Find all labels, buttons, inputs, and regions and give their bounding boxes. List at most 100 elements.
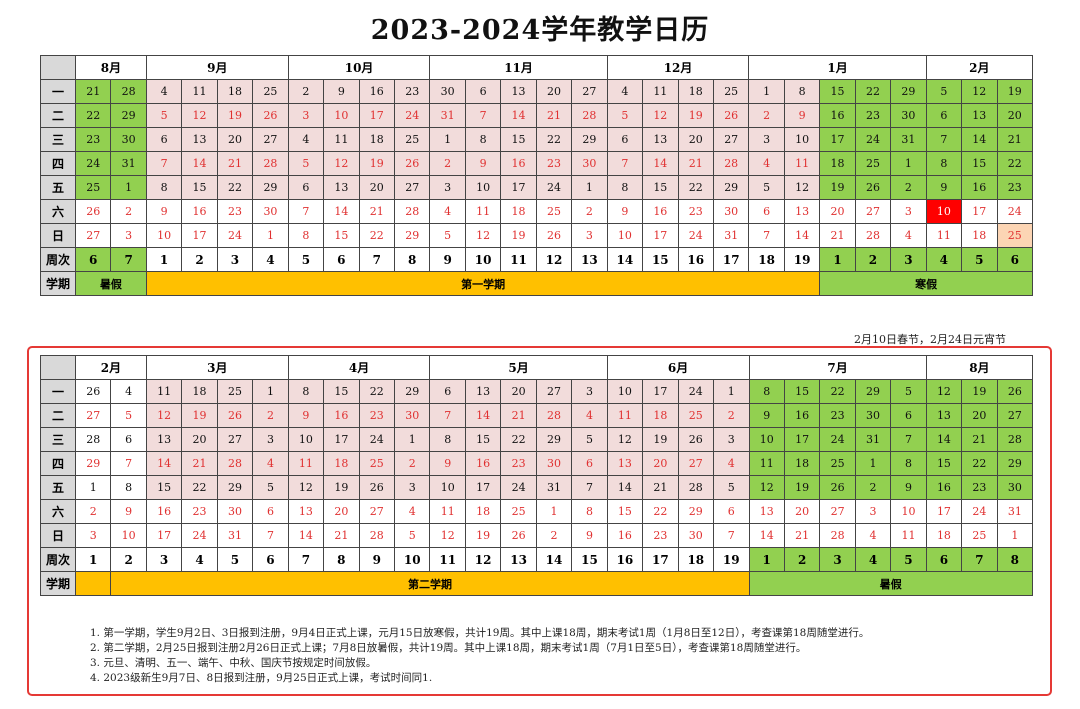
day-cell: 8 <box>145 175 183 200</box>
day-cell: 13 <box>145 427 183 452</box>
day-cell: 20 <box>323 499 360 524</box>
day-cell: 19 <box>996 79 1033 104</box>
week-number-cell: 1 <box>748 547 785 572</box>
day-cell: 26 <box>535 223 573 248</box>
day-cell: 19 <box>642 427 679 452</box>
week-number-cell: 16 <box>677 247 714 272</box>
day-cell: 7 <box>110 451 147 476</box>
day-cell: 23 <box>996 175 1033 200</box>
day-cell: 20 <box>181 427 218 452</box>
day-cell: 7 <box>287 199 325 224</box>
week-number-cell: 18 <box>748 247 785 272</box>
day-cell: 2 <box>74 499 112 524</box>
day-cell: 28 <box>110 79 147 104</box>
weekday-row: 四 24 31 7 14 21 28 5 12 19 26 2 9 16 23 30 7 14 21 28 4 11 18 2… <box>40 151 1033 176</box>
day-cell: 12 <box>606 427 644 452</box>
day-cell: 1 <box>854 451 892 476</box>
day-cell: 21 <box>819 223 856 248</box>
day-cell: 9 <box>925 175 963 200</box>
day-cell: 19 <box>323 475 360 500</box>
day-cell: 30 <box>429 79 466 104</box>
day-cell: 21 <box>642 475 679 500</box>
day-cell: 17 <box>961 199 998 224</box>
day-cell: 4 <box>145 79 183 104</box>
week-number-cell: 6 <box>996 247 1033 272</box>
day-cell: 1 <box>252 223 289 248</box>
week-number-cell: 10 <box>464 247 502 272</box>
day-cell: 5 <box>429 223 466 248</box>
week-number-cell: 7 <box>358 247 396 272</box>
term-row: 学期 第二学期 暑假 <box>40 571 1034 596</box>
month-header: 7月 <box>748 355 927 380</box>
week-number-cell: 11 <box>429 547 466 572</box>
day-cell: 28 <box>252 151 289 176</box>
day-cell: 27 <box>535 379 573 404</box>
day-cell: 27 <box>854 199 892 224</box>
day-cell: 28 <box>854 223 892 248</box>
month-header-row: 2月 3月 4月 5月 6月 7月 8月 <box>40 355 1034 380</box>
week-number-cell: 2 <box>783 547 821 572</box>
day-cell: 25 <box>74 175 112 200</box>
day-cell: 9 <box>287 403 325 428</box>
day-cell: 13 <box>606 451 644 476</box>
day-cell: 27 <box>252 127 289 152</box>
day-cell: 29 <box>393 223 431 248</box>
day-cell: 10 <box>464 175 502 200</box>
day-cell: 8 <box>287 223 325 248</box>
day-cell: 13 <box>925 403 963 428</box>
day-cell: 15 <box>145 475 183 500</box>
day-cell: 3 <box>74 523 112 548</box>
week-number-cell: 17 <box>712 247 750 272</box>
day-cell: 5 <box>925 79 963 104</box>
day-cell: 4 <box>571 403 608 428</box>
day-cell: 11 <box>642 79 679 104</box>
day-cell: 23 <box>500 451 537 476</box>
day-cell: 28 <box>358 523 396 548</box>
day-cell: 1 <box>713 379 750 404</box>
week-number-cell: 6 <box>252 547 289 572</box>
day-cell: 1 <box>429 127 466 152</box>
day-cell: 23 <box>535 151 573 176</box>
day-cell: 26 <box>74 199 112 224</box>
week-number-cell: 8 <box>323 547 360 572</box>
day-cell: 5 <box>287 151 325 176</box>
week-row-label: 周次 <box>40 247 76 272</box>
day-cell: 30 <box>996 475 1034 500</box>
day-cell: 4 <box>606 79 644 104</box>
day-cell: 21 <box>996 127 1033 152</box>
weekday-row: 五 25 1 8 15 22 29 6 13 20 27 3 10 17 24 1 8 15 22 29 5 12 19 26… <box>40 175 1033 200</box>
day-cell: 6 <box>429 379 466 404</box>
day-cell: 29 <box>571 127 608 152</box>
week-number-cell: 4 <box>925 247 963 272</box>
day-cell: 20 <box>358 175 396 200</box>
day-cell: 24 <box>500 475 537 500</box>
day-cell: 25 <box>677 403 715 428</box>
month-header: 8月 <box>925 355 1034 380</box>
day-cell: 22 <box>819 379 856 404</box>
day-cell: 1 <box>996 523 1034 548</box>
day-cell: 2 <box>287 79 325 104</box>
day-cell: 21 <box>500 403 537 428</box>
day-cell: 18 <box>323 451 360 476</box>
week-number-cell: 13 <box>571 247 608 272</box>
day-cell: 7 <box>713 523 750 548</box>
day-cell: 9 <box>571 523 608 548</box>
day-cell: 26 <box>216 403 254 428</box>
day-cell: 7 <box>925 127 963 152</box>
weekday-label: 三 <box>40 427 76 452</box>
day-cell: 15 <box>642 175 679 200</box>
day-cell: 9 <box>145 199 183 224</box>
day-cell: 5 <box>748 175 785 200</box>
day-cell: 25 <box>500 499 537 524</box>
day-cell: 2 <box>429 151 466 176</box>
weekday-row: 二 27 5 12 19 26 2 9 16 23 30 7 14 21 28 4 11 18 25 2 9 16 23 30… <box>40 403 1034 428</box>
day-cell: 5 <box>145 103 183 128</box>
day-cell: 1 <box>252 379 289 404</box>
week-number-cell: 2 <box>181 247 218 272</box>
day-cell: 5 <box>713 475 750 500</box>
weekday-row: 日 27 3 10 17 24 1 8 15 22 29 5 12 19 26 3 10 17 24 31 7 14 21 2… <box>40 223 1033 248</box>
day-cell: 20 <box>961 403 998 428</box>
month-header-row: 8月 9月 10月 11月 12月 1月 2月 <box>40 55 1033 80</box>
day-cell: 13 <box>961 103 998 128</box>
day-cell: 20 <box>677 127 714 152</box>
